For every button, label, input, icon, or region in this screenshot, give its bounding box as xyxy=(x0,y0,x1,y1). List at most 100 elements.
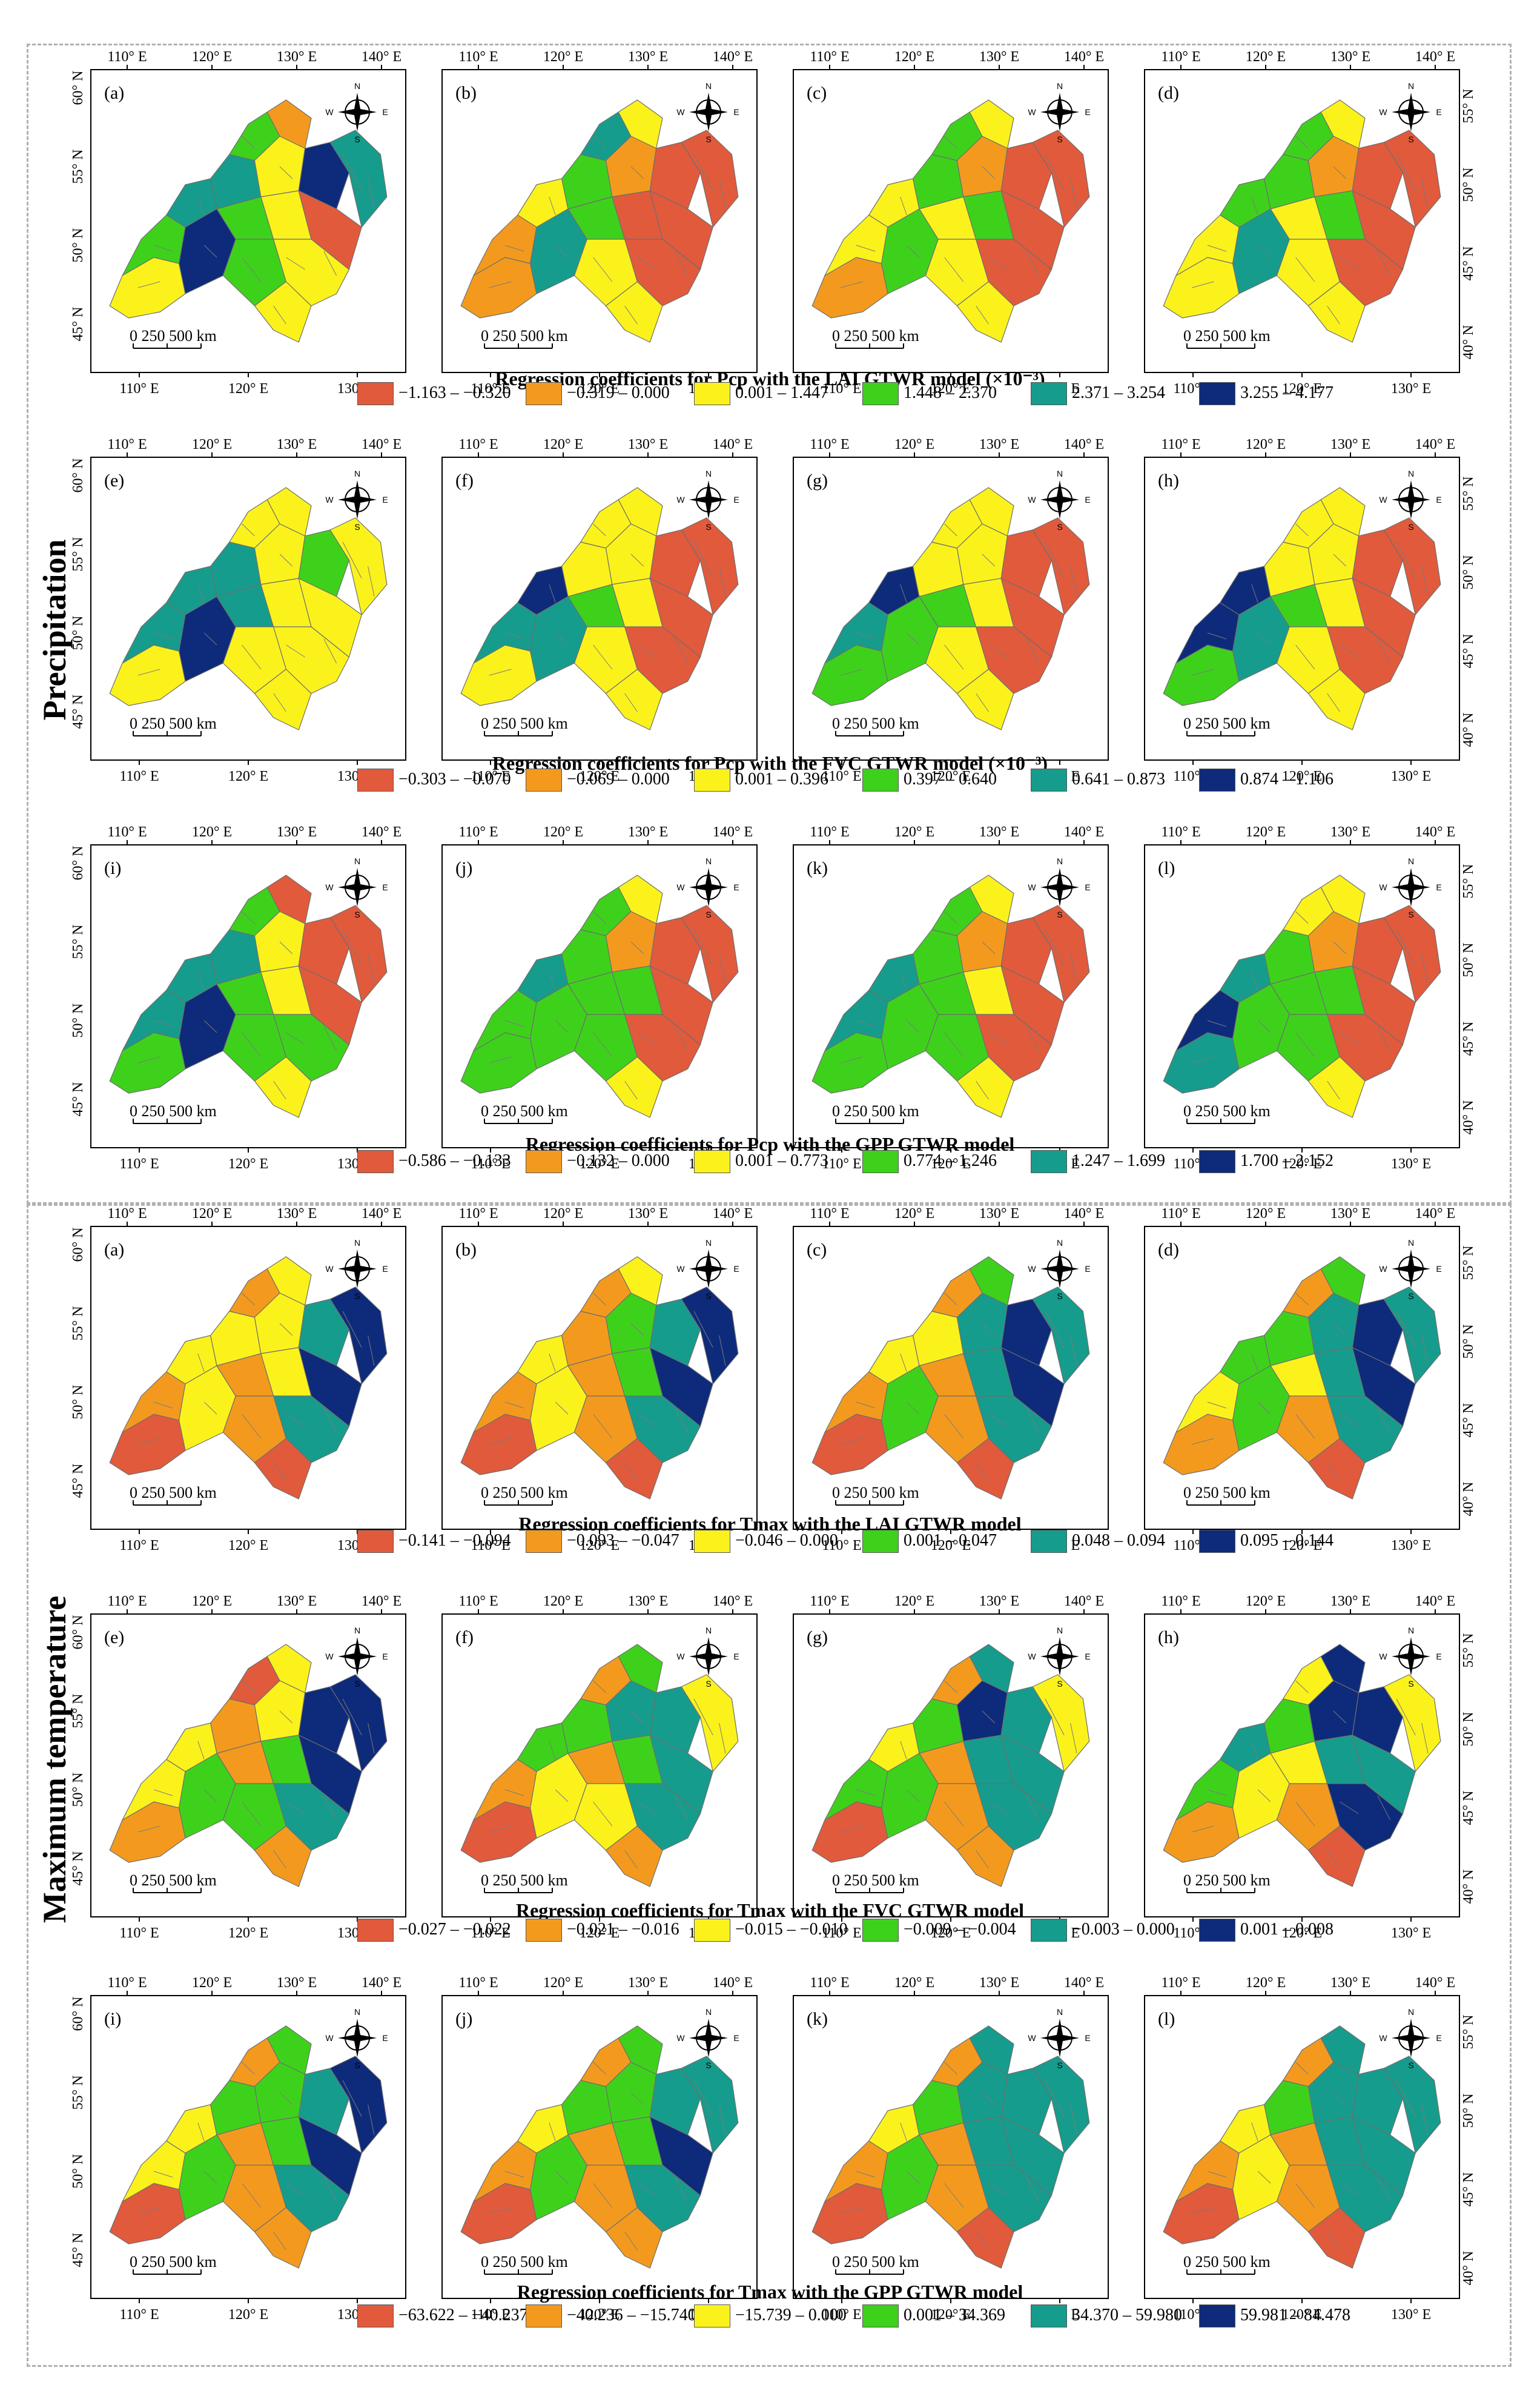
legend-label: 0.874 – 1.106 xyxy=(1240,770,1333,789)
basin-region xyxy=(1320,1644,1366,1693)
compass-e: E xyxy=(1436,2033,1441,2043)
basin-boundary xyxy=(1421,1722,1429,1754)
tick-label: 120° E xyxy=(580,1538,620,1553)
basin-boundary xyxy=(593,644,613,670)
tick-label: 130° E xyxy=(1330,1975,1370,1991)
basin-boundary xyxy=(1333,1323,1347,1336)
compass-s: S xyxy=(706,2060,711,2070)
basin-boundary xyxy=(549,1741,556,1760)
compass-s: S xyxy=(1057,2060,1062,2070)
basin-boundary xyxy=(153,2171,173,2178)
compass-e: E xyxy=(1436,882,1441,892)
tick-label: 55° N xyxy=(70,1306,86,1341)
compass-e: E xyxy=(382,1264,388,1274)
basin-boundary xyxy=(203,1401,217,1415)
compass-s: S xyxy=(706,522,711,532)
basin-boundary xyxy=(840,1056,863,1064)
compass-e: E xyxy=(382,882,388,892)
tick-label: 120° E xyxy=(192,824,232,840)
legend-label: 0.001 – 0.773 xyxy=(735,1151,828,1170)
tick-label: 120° E xyxy=(192,49,232,65)
tick-label: 40° N xyxy=(1461,1100,1476,1135)
tick-label: 110° E xyxy=(458,1975,498,1991)
compass-s: S xyxy=(354,522,360,532)
basin-region xyxy=(1032,1674,1090,1772)
legend-label: 0.397 – 0.640 xyxy=(904,770,997,789)
basin-boundary xyxy=(1333,941,1347,954)
basin-boundary xyxy=(323,251,337,276)
tick-label: 140° E xyxy=(713,49,753,65)
tick-label: 120° E xyxy=(894,1975,934,1991)
basin-boundary xyxy=(593,2183,613,2208)
basin-boundary xyxy=(944,1680,957,1693)
basin-boundary xyxy=(1191,281,1214,288)
basin-boundary xyxy=(982,554,996,567)
basin-boundary xyxy=(1251,196,1258,216)
basin-boundary xyxy=(242,1801,262,1827)
tick-label: 130° E xyxy=(1330,49,1370,65)
basin-boundary xyxy=(203,632,217,646)
compass-n: N xyxy=(706,856,712,866)
legend-swatch xyxy=(526,769,562,792)
tick-label: 140° E xyxy=(1415,1206,1455,1222)
basin-boundary xyxy=(1045,1311,1065,1348)
compass-w: W xyxy=(1028,495,1036,505)
scale-bar-label: 0 250 500 km xyxy=(832,1484,919,1501)
basin-region xyxy=(605,669,663,730)
basin-boundary xyxy=(203,2171,217,2184)
tick-label: 50° N xyxy=(70,2154,86,2189)
basin-region xyxy=(266,1256,312,1306)
panel-label: (f) xyxy=(455,471,474,491)
compass-s: S xyxy=(354,910,360,919)
basin-boundary xyxy=(719,178,726,210)
basin-region xyxy=(649,578,713,658)
basin-region xyxy=(1320,875,1366,924)
basin-region xyxy=(298,142,350,210)
basin-region xyxy=(298,190,362,270)
basin-region xyxy=(329,905,388,1003)
basin-boundary xyxy=(1396,154,1416,191)
basin-region xyxy=(1383,517,1441,615)
basin-boundary xyxy=(342,1311,362,1348)
tick-label: 130° E xyxy=(277,1206,317,1222)
compass-s: S xyxy=(1057,910,1062,919)
tick-label: 140° E xyxy=(713,1975,753,1991)
basin-boundary xyxy=(504,1789,524,1796)
basin-boundary xyxy=(630,554,644,567)
basin-boundary xyxy=(900,1353,907,1372)
basin-boundary xyxy=(555,2171,569,2184)
basin-region xyxy=(273,626,350,694)
panel-label: (l) xyxy=(1158,2009,1175,2029)
basin-region xyxy=(956,2207,1014,2269)
legend-swatch xyxy=(1031,1150,1067,1173)
tick-label: 140° E xyxy=(1064,1206,1104,1222)
section-label: Maximum temperature xyxy=(36,1595,73,1924)
panel-label: (j) xyxy=(455,2009,472,2029)
tick-label: 140° E xyxy=(362,1975,402,1991)
basin-boundary xyxy=(197,2122,205,2142)
basin-boundary xyxy=(1396,929,1416,967)
compass-icon: N S W E xyxy=(1379,1238,1441,1301)
basin-boundary xyxy=(286,644,305,658)
basin-boundary xyxy=(1251,1741,1258,1760)
compass-w: W xyxy=(1379,495,1387,505)
tick-label: 45° N xyxy=(70,307,86,342)
tick-label: 40° N xyxy=(1461,325,1476,360)
basin-boundary xyxy=(982,1710,996,1724)
legend-swatch xyxy=(1199,1919,1235,1942)
basin-boundary xyxy=(1251,1353,1258,1372)
basin-region xyxy=(1307,281,1366,343)
tick-label: 120° E xyxy=(580,1925,620,1941)
scale-bar-label: 0 250 500 km xyxy=(130,1484,217,1501)
basin-boundary xyxy=(1045,1698,1065,1736)
compass-n: N xyxy=(354,81,360,91)
basin-region xyxy=(1000,190,1065,270)
compass-s: S xyxy=(1408,2060,1413,2070)
compass-n: N xyxy=(1057,2007,1063,2017)
tick-label: 110° E xyxy=(471,2307,510,2323)
basin-boundary xyxy=(1377,251,1391,276)
